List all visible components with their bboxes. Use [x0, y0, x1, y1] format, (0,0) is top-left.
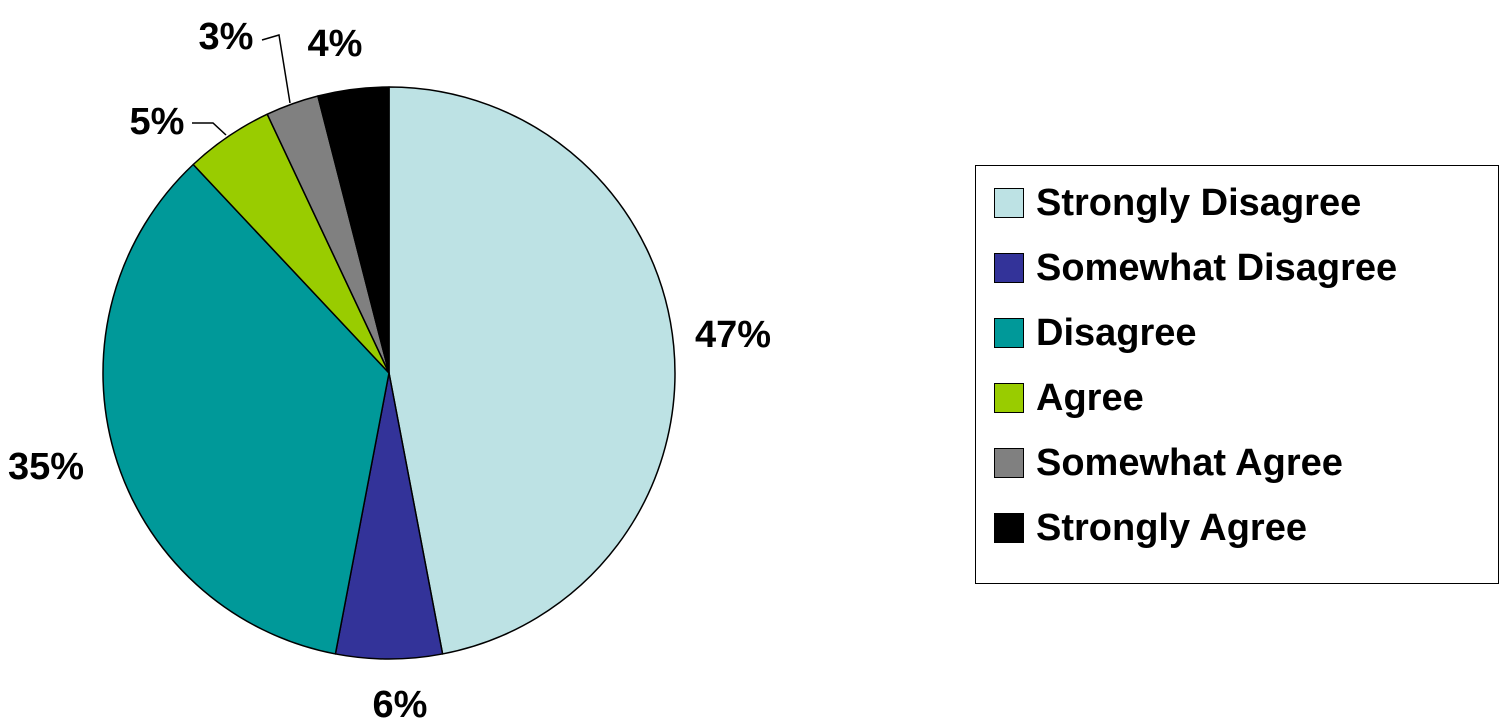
legend-label: Somewhat Agree: [1036, 442, 1343, 484]
legend-item-strongly-agree: Strongly Agree: [994, 498, 1307, 558]
legend-swatch: [994, 383, 1024, 413]
legend-swatch: [994, 448, 1024, 478]
legend-swatch: [994, 188, 1024, 218]
legend-item-agree: Agree: [994, 368, 1144, 428]
legend-item-somewhat-agree: Somewhat Agree: [994, 433, 1343, 493]
legend-item-strongly-disagree: Strongly Disagree: [994, 173, 1361, 233]
legend-swatch: [994, 318, 1024, 348]
legend-swatch: [994, 513, 1024, 543]
legend: Strongly Disagree Somewhat Disagree Disagr…: [975, 165, 1499, 584]
legend-item-somewhat-disagree: Somewhat Disagree: [994, 238, 1397, 298]
legend-label: Strongly Disagree: [1036, 182, 1362, 224]
legend-label: Disagree: [1036, 312, 1197, 354]
legend-item-disagree: Disagree: [994, 303, 1197, 363]
data-label-strongly-agree: 4%: [308, 23, 363, 65]
data-label-disagree: 35%: [8, 446, 84, 488]
legend-label: Agree: [1036, 377, 1144, 419]
pie-slice-strongly-agree: [317, 86, 390, 374]
leader-lines: [192, 34, 291, 136]
legend-label: Strongly Agree: [1036, 507, 1307, 549]
leader-line-agree: [192, 122, 227, 136]
data-label-somewhat-disagree: 6%: [373, 684, 428, 726]
data-label-agree: 5%: [130, 101, 185, 143]
data-labels: 47% 6% 35% 5% 3% 4%: [8, 16, 771, 726]
data-label-strongly-disagree: 47%: [695, 314, 771, 356]
pie-slice-disagree: [102, 163, 390, 655]
pie-slices: [102, 86, 676, 660]
pie-slice-strongly-disagree: [388, 86, 676, 655]
legend-label: Somewhat Disagree: [1036, 247, 1398, 289]
leader-line-somewhat-agree: [261, 34, 291, 104]
data-label-somewhat-agree: 3%: [199, 16, 254, 58]
legend-swatch: [994, 253, 1024, 283]
